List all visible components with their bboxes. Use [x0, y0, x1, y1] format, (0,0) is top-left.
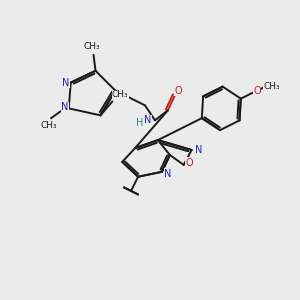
- Text: CH₃: CH₃: [40, 121, 57, 130]
- Text: CH₃: CH₃: [263, 82, 280, 91]
- Text: O: O: [254, 86, 261, 96]
- Text: N: N: [164, 169, 172, 179]
- Text: N: N: [61, 102, 68, 112]
- Text: N: N: [62, 78, 70, 88]
- Text: CH₃: CH₃: [83, 43, 100, 52]
- Text: O: O: [186, 158, 194, 168]
- Text: CH₃: CH₃: [112, 90, 129, 99]
- Text: N: N: [195, 145, 202, 155]
- Text: N: N: [144, 115, 152, 125]
- Text: H: H: [136, 118, 144, 128]
- Text: O: O: [175, 85, 182, 96]
